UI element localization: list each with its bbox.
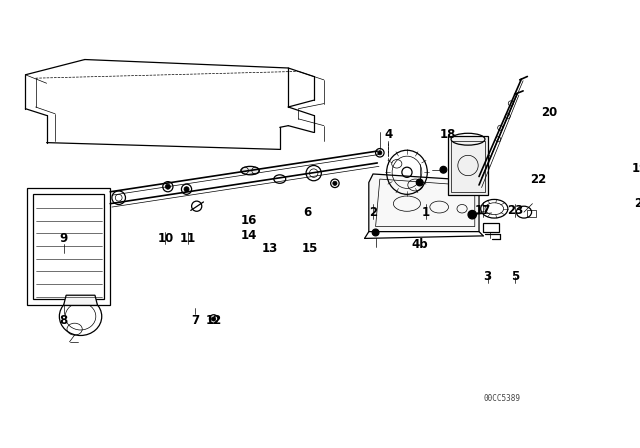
Circle shape	[333, 181, 337, 185]
Text: 15: 15	[301, 242, 317, 255]
Bar	[447, 136, 488, 195]
Bar	[33, 194, 104, 299]
Text: 18: 18	[440, 128, 456, 141]
Text: 14: 14	[241, 229, 257, 242]
Circle shape	[468, 211, 477, 219]
Ellipse shape	[241, 166, 259, 175]
Circle shape	[440, 166, 447, 173]
Polygon shape	[369, 174, 479, 232]
Circle shape	[372, 229, 379, 236]
Bar	[483, 223, 499, 232]
Text: 12: 12	[205, 314, 222, 327]
Text: 20: 20	[541, 106, 557, 119]
Text: 11: 11	[180, 232, 196, 245]
Bar	[27, 189, 110, 306]
Text: 9: 9	[60, 232, 68, 245]
Text: 8: 8	[60, 314, 68, 327]
Text: 16: 16	[241, 214, 257, 227]
Text: 4: 4	[384, 128, 392, 141]
Text: 5: 5	[511, 270, 520, 283]
Text: 23: 23	[508, 204, 524, 217]
Text: 3: 3	[483, 270, 492, 283]
Circle shape	[212, 317, 216, 321]
Text: 19: 19	[632, 162, 640, 175]
Circle shape	[378, 151, 382, 155]
Polygon shape	[63, 295, 97, 306]
Text: 6: 6	[303, 206, 312, 219]
Text: 13: 13	[262, 242, 278, 255]
Text: 21: 21	[634, 197, 640, 210]
Bar	[527, 211, 536, 217]
Text: 4b: 4b	[412, 238, 428, 251]
Circle shape	[416, 179, 423, 186]
Text: 22: 22	[531, 172, 547, 185]
Text: 1: 1	[422, 206, 429, 219]
Text: 2: 2	[369, 206, 377, 219]
Text: 7: 7	[191, 314, 199, 327]
Circle shape	[184, 187, 189, 192]
Circle shape	[165, 184, 170, 189]
Text: 00CC5389: 00CC5389	[483, 394, 520, 403]
Bar	[451, 141, 485, 192]
Text: 17: 17	[475, 204, 492, 217]
Text: 10: 10	[157, 232, 173, 245]
